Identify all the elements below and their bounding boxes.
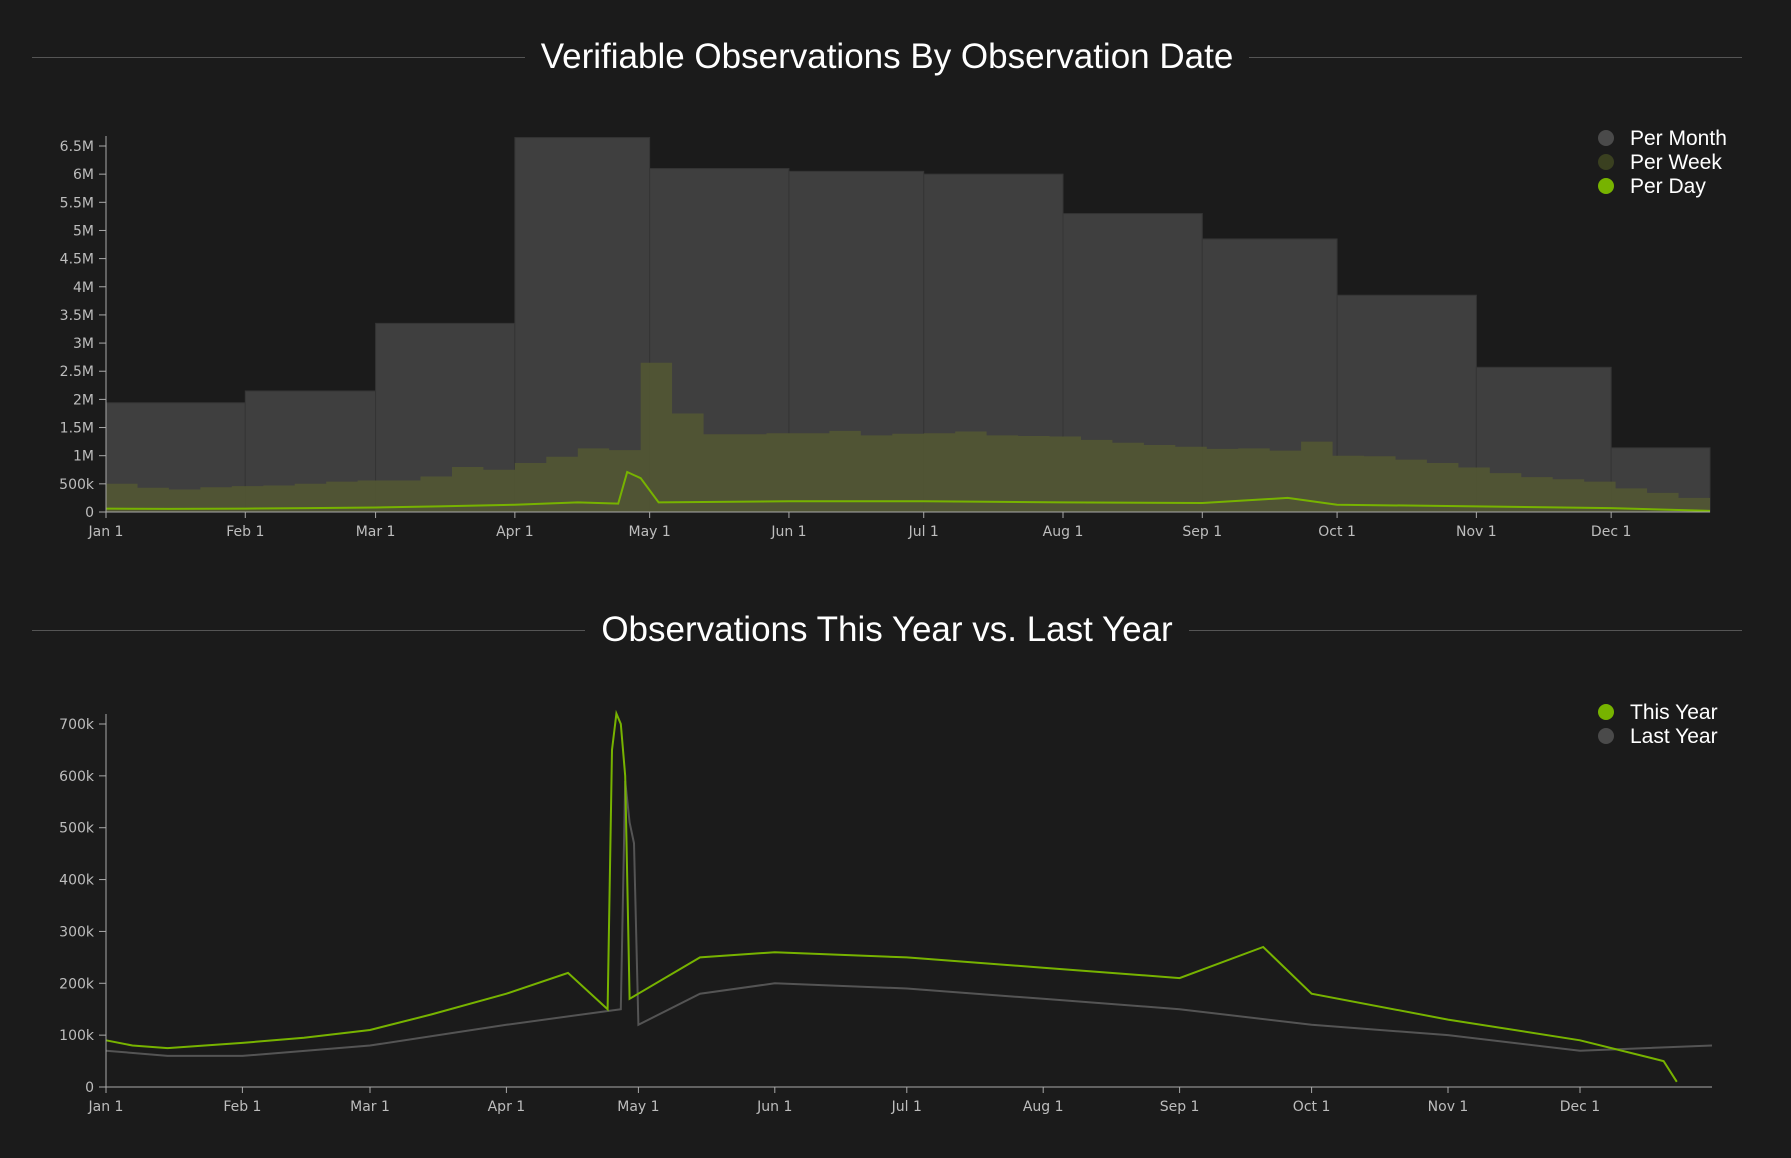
y-tick-label: 6.5M <box>60 139 94 155</box>
x-tick-label: Jan 1 <box>88 1099 124 1115</box>
x-tick-label: Oct 1 <box>1293 1099 1331 1115</box>
x-tick-label: May 1 <box>617 1099 659 1115</box>
day-line <box>105 470 1711 512</box>
y-tick-label: 100k <box>59 1028 95 1044</box>
y-tick-label: 0 <box>85 505 94 521</box>
y-tick-label: 5M <box>73 223 94 239</box>
observations-by-date-chart: 0 500k 1M 1.5M 2M 2.5M 3M 3.5M 4M 4.5M 5M 5.5M 6M 6.5… <box>59 127 1727 540</box>
x-tick-label: Apr 1 <box>496 524 534 540</box>
y-tick-label: 0 <box>85 1080 94 1096</box>
legend-label: Per Day <box>1630 175 1706 198</box>
legend-label: Per Month <box>1630 127 1727 150</box>
legend-label: Per Week <box>1630 151 1722 174</box>
y-tick-label: 4M <box>73 280 94 296</box>
x-tick-label: Jan 1 <box>88 524 124 540</box>
header-rule-right <box>1249 56 1743 58</box>
x-tick-label: Nov 1 <box>1428 1099 1469 1115</box>
legend-swatch <box>1598 178 1614 194</box>
x-tick-label: Jul 1 <box>891 1099 922 1115</box>
x-tick-label: Jun 1 <box>770 524 806 540</box>
x-tick-label: Jun 1 <box>756 1099 792 1115</box>
x-tick-label: Sep 1 <box>1160 1099 1200 1115</box>
this-year-vs-last-year-chart: 0 100k 200k 300k 400k 500k 600k 700k Jan 1 Feb 1 M… <box>59 701 1718 1115</box>
y-tick-label: 500k <box>59 477 95 493</box>
x-tick-label: Aug 1 <box>1043 524 1084 540</box>
x-tick-label: Feb 1 <box>223 1099 261 1115</box>
y-tick-label: 300k <box>59 924 95 940</box>
x-tick-label: Feb 1 <box>226 524 264 540</box>
x-tick-label: Sep 1 <box>1182 524 1222 540</box>
y-tick-label: 700k <box>59 717 95 733</box>
y-tick-label: 3M <box>73 336 94 352</box>
header-rule-left <box>32 629 586 631</box>
x-tick-label: Jul 1 <box>908 524 939 540</box>
last-year-line <box>105 780 1713 1057</box>
legend-swatch <box>1598 130 1614 146</box>
chart-1-header: Verifiable Observations By Observation D… <box>32 32 1743 82</box>
y-tick-label: 400k <box>59 873 95 889</box>
x-tick-label: Mar 1 <box>356 524 396 540</box>
y-tick-label: 2M <box>73 392 94 408</box>
y-tick-label: 1.5M <box>60 421 94 437</box>
legend-swatch <box>1598 704 1614 720</box>
y-tick-label: 3.5M <box>60 308 94 324</box>
legend-swatch <box>1598 728 1614 744</box>
week-area <box>106 362 1710 512</box>
x-tick-label: Nov 1 <box>1456 524 1497 540</box>
y-tick-label: 2.5M <box>60 364 94 380</box>
legend-label: This Year <box>1630 701 1718 724</box>
x-tick-label: Dec 1 <box>1591 524 1631 540</box>
x-tick-label: Apr 1 <box>488 1099 526 1115</box>
x-tick-label: May 1 <box>628 524 670 540</box>
header-rule-left <box>32 56 525 58</box>
y-tick-label: 500k <box>59 821 95 837</box>
legend-label: Last Year <box>1630 725 1718 748</box>
y-tick-label: 1M <box>73 449 94 465</box>
header-rule-right <box>1188 629 1742 631</box>
chart-2-title: Observations This Year vs. Last Year <box>601 610 1173 649</box>
x-tick-label: Oct 1 <box>1318 524 1356 540</box>
legend-swatch <box>1598 154 1614 170</box>
x-tick-label: Aug 1 <box>1023 1099 1064 1115</box>
chart-2-header: Observations This Year vs. Last Year <box>32 605 1742 655</box>
x-tick-label: Mar 1 <box>350 1099 390 1115</box>
y-tick-label: 200k <box>59 976 95 992</box>
y-tick-label: 600k <box>59 769 95 785</box>
y-tick-label: 5.5M <box>60 195 94 211</box>
x-tick-label: Dec 1 <box>1560 1099 1600 1115</box>
y-tick-label: 6M <box>73 167 94 183</box>
chart-1-title: Verifiable Observations By Observation D… <box>540 37 1234 76</box>
y-tick-label: 4.5M <box>60 252 94 268</box>
this-year-line <box>105 709 1678 1083</box>
